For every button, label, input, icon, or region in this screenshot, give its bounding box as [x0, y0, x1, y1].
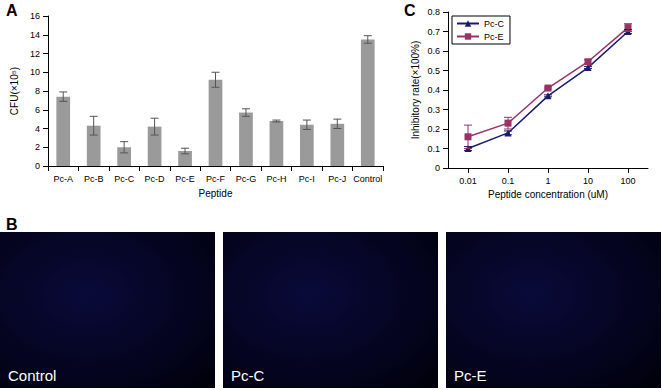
svg-text:Inhibitory rate(×100%): Inhibitory rate(×100%)	[410, 41, 421, 140]
svg-text:Control: Control	[353, 174, 382, 184]
svg-text:0.2: 0.2	[427, 124, 440, 134]
svg-text:Pc-H: Pc-H	[266, 174, 286, 184]
svg-text:0.6: 0.6	[427, 46, 440, 56]
svg-text:0.5: 0.5	[427, 66, 440, 76]
html-text:Pc-C: Pc-C	[231, 367, 265, 384]
svg-text:Pc-E: Pc-E	[175, 174, 195, 184]
svg-text:10: 10	[30, 67, 40, 77]
svg-text:0.1: 0.1	[502, 176, 515, 186]
svg-text:0: 0	[35, 161, 40, 171]
svg-text:16: 16	[30, 11, 40, 21]
svg-text:0.8: 0.8	[427, 7, 440, 17]
svg-text:0.4: 0.4	[427, 85, 440, 95]
svg-text:Pc-F: Pc-F	[206, 174, 226, 184]
svg-text:0.3: 0.3	[427, 105, 440, 115]
svg-text:10: 10	[583, 176, 593, 186]
svg-text:4: 4	[35, 124, 40, 134]
svg-text:6: 6	[35, 105, 40, 115]
svg-text:12: 12	[30, 49, 40, 59]
svg-text:Peptide concentration (uM): Peptide concentration (uM)	[488, 189, 608, 200]
svg-text:Pc-B: Pc-B	[84, 174, 104, 184]
svg-text:Pc-G: Pc-G	[236, 174, 257, 184]
svg-text:Peptide: Peptide	[199, 188, 233, 199]
svg-text:0.7: 0.7	[427, 27, 440, 37]
svg-text:A: A	[6, 2, 18, 19]
svg-text:CFU(×10⁵): CFU(×10⁵)	[9, 67, 20, 115]
svg-text:Pc-J: Pc-J	[328, 174, 346, 184]
svg-text:Pc-E: Pc-E	[484, 32, 504, 42]
svg-text:14: 14	[30, 30, 40, 40]
svg-text:Pc-C: Pc-C	[484, 19, 505, 29]
svg-text:0.01: 0.01	[459, 176, 477, 186]
svg-text:Pc-A: Pc-A	[53, 174, 73, 184]
svg-text:0.1: 0.1	[427, 144, 440, 154]
svg-text:Pc-D: Pc-D	[145, 174, 166, 184]
svg-text:Pc-I: Pc-I	[299, 174, 315, 184]
svg-text:1: 1	[545, 176, 550, 186]
svg-text:C: C	[404, 2, 416, 19]
html-text:Control: Control	[8, 367, 57, 384]
html-text:B: B	[6, 216, 18, 233]
svg-text:2: 2	[35, 142, 40, 152]
svg-text:0: 0	[435, 163, 440, 173]
svg-text:8: 8	[35, 86, 40, 96]
svg-text:Pc-C: Pc-C	[114, 174, 135, 184]
svg-text:100: 100	[620, 176, 635, 186]
html-text:Pc-E: Pc-E	[454, 367, 487, 384]
